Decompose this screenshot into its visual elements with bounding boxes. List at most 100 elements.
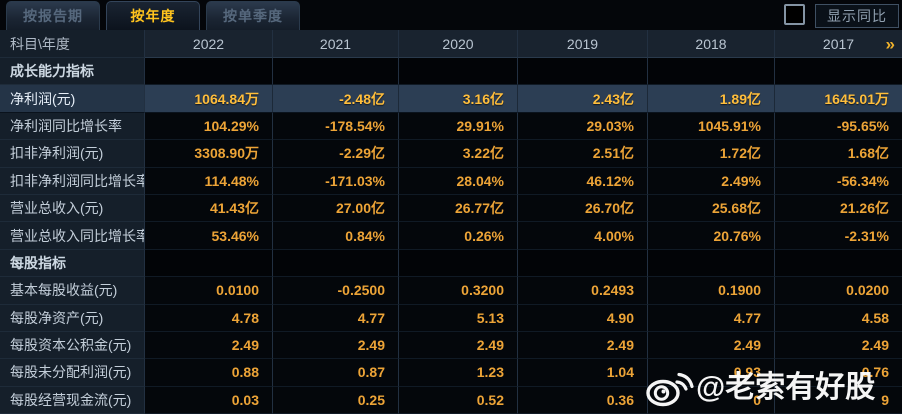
row-label: 每股经营现金流(元) <box>0 386 145 414</box>
value-cell <box>273 249 399 278</box>
value-cell: 25.68亿 <box>648 194 775 223</box>
column-header-2019: 2019 <box>518 30 648 58</box>
value-cell: 2.49 <box>273 331 399 360</box>
value-cell: 2.49% <box>648 167 775 195</box>
row-label: 每股未分配利润(元) <box>0 359 145 387</box>
value-cell: 27.00亿 <box>273 194 399 223</box>
column-header-2017-label: 2017 <box>822 35 855 52</box>
value-cell: 0.76 <box>775 359 902 387</box>
value-cell: 1645.01万 <box>775 85 902 113</box>
value-cell: 5.13 <box>399 304 518 332</box>
column-header-2020: 2020 <box>399 30 518 58</box>
value-cell: 29.91% <box>399 112 518 141</box>
row-label: 每股资本公积金(元) <box>0 331 145 360</box>
value-cell: 1.68亿 <box>775 140 902 168</box>
table-body: 成长能力指标 净利润(元) 1064.84万 -2.48亿 3.16亿 2.43亿 1.89… <box>0 58 902 414</box>
value-cell: 2.49 <box>775 331 902 360</box>
table-row[interactable]: 扣非净利润(元) 3308.90万 -2.29亿 3.22亿 2.51亿 1.72亿 1.6… <box>0 140 902 168</box>
value-cell: 0.3200 <box>399 277 518 305</box>
yoy-checkbox[interactable] <box>784 4 805 25</box>
value-cell: 0 <box>648 386 775 414</box>
table-row[interactable]: 净利润同比增长率 104.29% -178.54% 29.91% 29.03% 1045.… <box>0 112 902 141</box>
row-label: 扣非净利润(元) <box>0 140 145 168</box>
value-cell: 1.72亿 <box>648 140 775 168</box>
row-label: 基本每股收益(元) <box>0 277 145 305</box>
value-cell: 4.00% <box>518 222 648 250</box>
row-label: 扣非净利润同比增长率 <box>0 167 145 195</box>
value-cell <box>399 58 518 86</box>
value-cell: 0.84% <box>273 222 399 250</box>
value-cell <box>648 249 775 278</box>
value-cell <box>648 58 775 86</box>
value-cell: 1045.91% <box>648 112 775 141</box>
table-header-row: 科目\年度 2022 2021 2020 2019 2018 2017 » <box>0 30 902 58</box>
row-label: 每股净资产(元) <box>0 304 145 332</box>
value-cell: 0.1900 <box>648 277 775 305</box>
value-cell: 41.43亿 <box>145 194 273 223</box>
value-cell: 2.51亿 <box>518 140 648 168</box>
value-cell: 2.49 <box>648 331 775 360</box>
value-cell: 26.70亿 <box>518 194 648 223</box>
value-cell: 4.77 <box>273 304 399 332</box>
value-cell: 0.52 <box>399 386 518 414</box>
value-cell: 53.46% <box>145 222 273 250</box>
column-header-item-year: 科目\年度 <box>0 30 145 58</box>
value-cell: 3308.90万 <box>145 140 273 168</box>
column-header-2022: 2022 <box>145 30 273 58</box>
value-cell: 9 <box>775 386 902 414</box>
value-cell: 1.23 <box>399 359 518 387</box>
value-cell: 20.76% <box>648 222 775 250</box>
value-cell: 0.88 <box>145 359 273 387</box>
value-cell: -56.34% <box>775 167 902 195</box>
financial-table: 科目\年度 2022 2021 2020 2019 2018 2017 » 成长… <box>0 30 902 414</box>
value-cell: 1064.84万 <box>145 85 273 113</box>
value-cell: 3.16亿 <box>399 85 518 113</box>
table-row[interactable]: 营业总收入同比增长率 53.46% 0.84% 0.26% 4.00% 20.76% -2.… <box>0 222 902 250</box>
value-cell: 2.49 <box>399 331 518 360</box>
value-cell: 0.93 <box>648 359 775 387</box>
value-cell: 2.49 <box>518 331 648 360</box>
value-cell: -2.31% <box>775 222 902 250</box>
column-header-2018: 2018 <box>648 30 775 58</box>
value-cell: -2.29亿 <box>273 140 399 168</box>
yoy-toggle-label[interactable]: 显示同比 <box>815 4 899 28</box>
value-cell: 104.29% <box>145 112 273 141</box>
value-cell: 46.12% <box>518 167 648 195</box>
table-row[interactable]: 每股经营现金流(元) 0.03 0.25 0.52 0.36 0 9 <box>0 386 902 414</box>
table-row[interactable]: 基本每股收益(元) 0.0100 -0.2500 0.3200 0.2493 0.1900… <box>0 277 902 305</box>
table-row[interactable]: 净利润(元) 1064.84万 -2.48亿 3.16亿 2.43亿 1.89亿 1645.… <box>0 85 902 113</box>
value-cell: -95.65% <box>775 112 902 141</box>
value-cell: 0.2493 <box>518 277 648 305</box>
column-header-2021: 2021 <box>273 30 399 58</box>
value-cell <box>518 249 648 278</box>
value-cell: 28.04% <box>399 167 518 195</box>
value-cell <box>775 249 902 278</box>
value-cell <box>399 249 518 278</box>
value-cell: 26.77亿 <box>399 194 518 223</box>
value-cell: 1.89亿 <box>648 85 775 113</box>
tab-report-period[interactable]: 按报告期 <box>6 1 100 30</box>
tab-annual[interactable]: 按年度 <box>106 1 200 30</box>
value-cell: -178.54% <box>273 112 399 141</box>
value-cell: 2.49 <box>145 331 273 360</box>
table-row[interactable]: 扣非净利润同比增长率 114.48% -171.03% 28.04% 46.12% 2.4… <box>0 167 902 195</box>
tab-single-quarter[interactable]: 按单季度 <box>206 1 300 30</box>
table-row[interactable]: 每股资本公积金(元) 2.49 2.49 2.49 2.49 2.49 2.49 <box>0 331 902 360</box>
table-row[interactable]: 每股净资产(元) 4.78 4.77 5.13 4.90 4.77 4.58 <box>0 304 902 332</box>
section-header-row: 成长能力指标 <box>0 58 902 86</box>
value-cell: 29.03% <box>518 112 648 141</box>
value-cell: 0.26% <box>399 222 518 250</box>
value-cell: 4.90 <box>518 304 648 332</box>
more-columns-button[interactable]: » <box>885 34 895 53</box>
table-row[interactable]: 营业总收入(元) 41.43亿 27.00亿 26.77亿 26.70亿 25.68亿 21… <box>0 194 902 223</box>
row-label: 每股指标 <box>0 249 145 278</box>
value-cell <box>518 58 648 86</box>
value-cell: 0.0100 <box>145 277 273 305</box>
value-cell: 4.58 <box>775 304 902 332</box>
table-row[interactable]: 每股未分配利润(元) 0.88 0.87 1.23 1.04 0.93 0.76 <box>0 359 902 387</box>
row-label: 成长能力指标 <box>0 58 145 86</box>
value-cell: 4.77 <box>648 304 775 332</box>
value-cell: 0.25 <box>273 386 399 414</box>
row-label: 净利润同比增长率 <box>0 112 145 141</box>
